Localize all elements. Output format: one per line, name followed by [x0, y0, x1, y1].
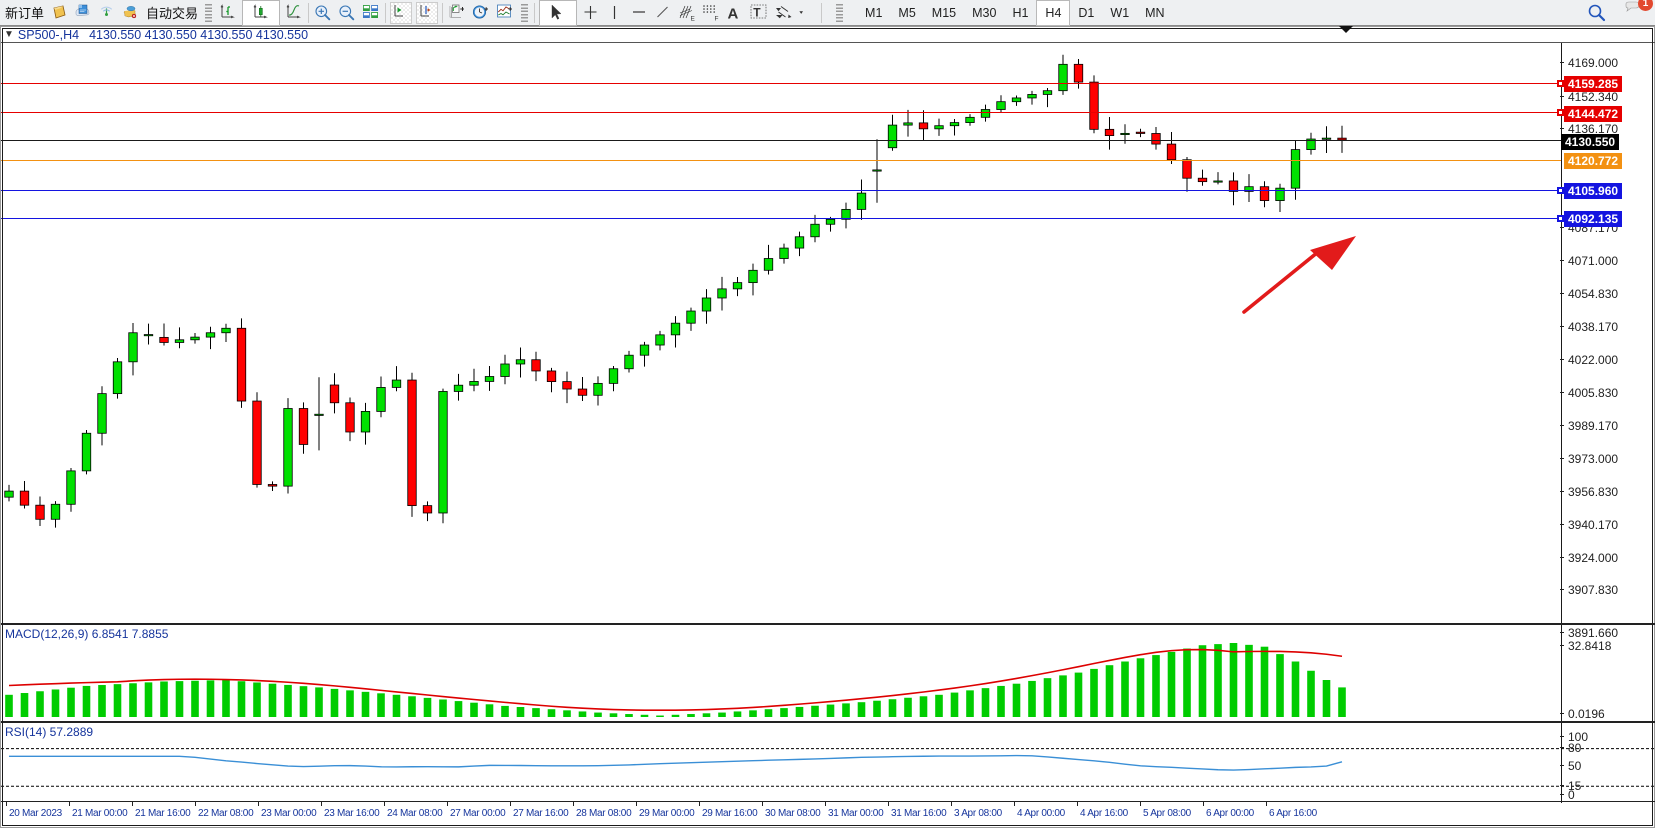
svg-text:A: A — [728, 5, 739, 22]
svg-text:T: T — [753, 5, 761, 19]
svg-text:F: F — [715, 15, 719, 22]
svg-text:E: E — [691, 15, 696, 22]
